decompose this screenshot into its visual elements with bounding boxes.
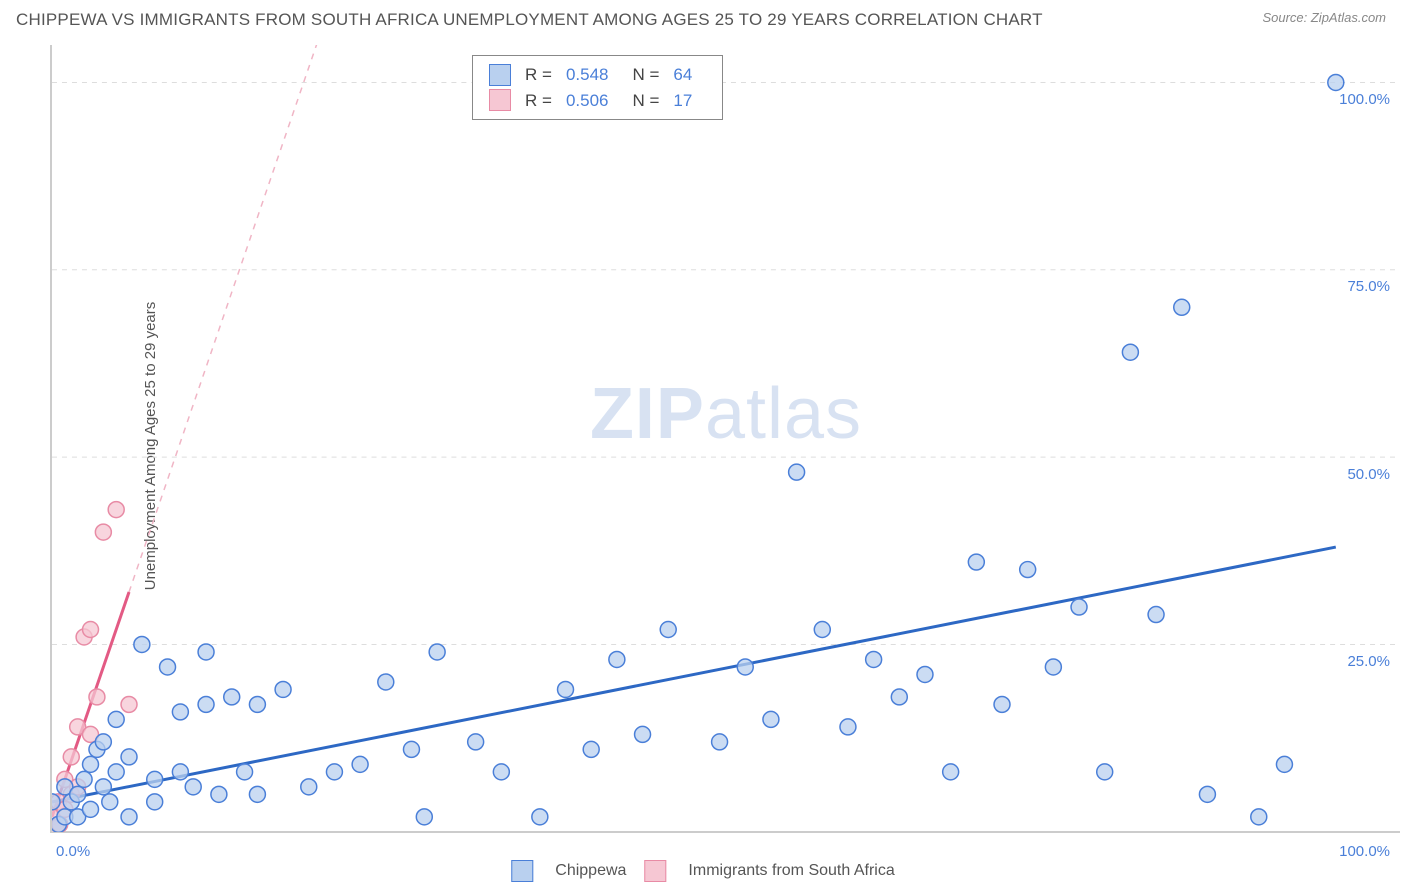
r-value-2: 0.506 <box>566 88 609 114</box>
chart-header: CHIPPEWA VS IMMIGRANTS FROM SOUTH AFRICA… <box>0 0 1406 30</box>
legend-swatch-1 <box>511 860 533 882</box>
y-tick-label: 25.0% <box>1347 653 1390 670</box>
n-value-2: 17 <box>673 88 692 114</box>
x-tick-label: 0.0% <box>56 843 90 860</box>
legend-label-2: Immigrants from South Africa <box>688 862 894 880</box>
x-tick-label: 100.0% <box>1339 843 1390 860</box>
chart-plot-area: ZIPatlas R = 0.548 N = 64 R = 0.506 N = … <box>50 45 1400 833</box>
n-value-1: 64 <box>673 62 692 88</box>
bottom-legend: Chippewa Immigrants from South Africa <box>511 860 894 882</box>
stats-row-2: R = 0.506 N = 17 <box>489 88 706 114</box>
stats-legend-box: R = 0.548 N = 64 R = 0.506 N = 17 <box>472 55 723 120</box>
swatch-series-1 <box>489 64 511 86</box>
y-tick-label: 75.0% <box>1347 278 1390 295</box>
r-value-1: 0.548 <box>566 62 609 88</box>
scatter-svg <box>52 45 1400 832</box>
y-tick-label: 50.0% <box>1347 466 1390 483</box>
source-attribution: Source: ZipAtlas.com <box>1262 10 1386 25</box>
legend-swatch-2 <box>644 860 666 882</box>
legend-label-1: Chippewa <box>555 862 626 880</box>
swatch-series-2 <box>489 89 511 111</box>
y-tick-label: 100.0% <box>1339 91 1390 108</box>
stats-row-1: R = 0.548 N = 64 <box>489 62 706 88</box>
chart-title: CHIPPEWA VS IMMIGRANTS FROM SOUTH AFRICA… <box>16 10 1043 30</box>
